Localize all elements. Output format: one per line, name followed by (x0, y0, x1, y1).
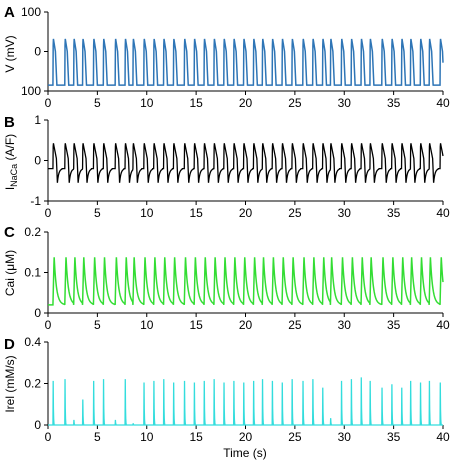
x-tick-label: 30 (338, 96, 352, 110)
panel-a: A V (mV) 100 0 100 0 5 10 15 20 25 30 35 40 (3, 4, 450, 110)
x-tick-label: 30 (338, 318, 352, 332)
inaca-trace (48, 143, 444, 183)
x-ticks-a: 0 5 10 15 20 25 30 35 40 (45, 91, 450, 110)
x-ticks-d: 0 5 10 15 20 25 30 35 40 (45, 425, 450, 444)
x-tick-label: 35 (387, 318, 401, 332)
x-ticks-c: 0 5 10 15 20 25 30 35 40 (45, 313, 450, 332)
x-tick-label: 10 (140, 318, 154, 332)
x-tick-label: 25 (288, 206, 302, 220)
x-tick-label: 40 (436, 96, 450, 110)
x-tick-label: 0 (45, 96, 52, 110)
panel-b: B INaCa (A/F) 10-1 0 5 10 15 20 25 30 35 40 (3, 113, 450, 220)
x-tick-label: 40 (436, 206, 450, 220)
y-tick-label: 0.1 (24, 266, 41, 280)
y-ticks-b: 1 0 -1 (30, 113, 48, 208)
x-tick-label: 5 (94, 430, 101, 444)
x-tick-label: 20 (239, 206, 253, 220)
panel-c: C Cai (μM) 0.2 0.1 0 0 5 10 15 20 25 30 35 40 (3, 224, 450, 332)
y-tick-label: 0 (34, 45, 41, 59)
x-tick-label: 20 (239, 430, 253, 444)
y-tick-label: 0.2 (24, 377, 41, 391)
x-tick-label: 0 (45, 206, 52, 220)
y-axis-label-b: INaCa (A/F) (3, 134, 19, 190)
x-tick-label: 35 (387, 96, 401, 110)
y-tick-label: 100 (21, 5, 41, 19)
y-axis-label-c: Cai (μM) (3, 250, 17, 296)
calcium-trace (48, 257, 444, 306)
x-tick-label: 10 (140, 206, 154, 220)
x-tick-label: 5 (94, 318, 101, 332)
y-tick-label: 0 (34, 306, 41, 320)
x-tick-label: 15 (189, 318, 203, 332)
panel-letter-c: C (4, 224, 15, 241)
x-tick-label: 15 (189, 96, 203, 110)
y-tick-label: 0 (34, 154, 41, 168)
y-tick-label: 100 (21, 84, 41, 98)
y-tick-label: 0.2 (24, 225, 41, 239)
y-ticks-d: 0.4 0.2 0 (24, 335, 48, 432)
x-tick-label: 20 (239, 96, 253, 110)
x-tick-label: 15 (189, 206, 203, 220)
y-ticks-c: 0.2 0.1 0 (24, 225, 48, 320)
irel-trace (48, 377, 443, 426)
x-tick-label: 35 (387, 206, 401, 220)
x-tick-label: 20 (239, 318, 253, 332)
panel-d: D Irel (mM/s) 0.4 0.2 0 0 5 10 15 20 25 30 35 40 T… (3, 335, 450, 460)
x-tick-label: 15 (189, 430, 203, 444)
panel-letter-d: D (4, 336, 15, 353)
y-axis-label-d: Irel (mM/s) (3, 355, 17, 412)
x-tick-label: 35 (387, 430, 401, 444)
x-tick-label: 25 (288, 318, 302, 332)
x-tick-label: 0 (45, 430, 52, 444)
x-tick-label: 40 (436, 430, 450, 444)
y-axis-label-a: V (mV) (3, 35, 17, 72)
x-tick-label: 40 (436, 318, 450, 332)
x-ticks-b: 0 5 10 15 20 25 30 35 40 (45, 201, 450, 220)
panel-letter-b: B (4, 114, 15, 131)
x-tick-label: 25 (288, 96, 302, 110)
x-tick-label: 5 (94, 96, 101, 110)
y-tick-label: -1 (30, 194, 41, 208)
y-tick-label: 0.4 (24, 335, 41, 349)
x-tick-label: 0 (45, 318, 52, 332)
y-ticks-a: 100 0 100 (21, 5, 48, 98)
x-axis-label: Time (s) (223, 446, 267, 460)
x-tick-label: 30 (338, 430, 352, 444)
x-tick-label: 10 (140, 96, 154, 110)
x-tick-label: 10 (140, 430, 154, 444)
x-tick-label: 25 (288, 430, 302, 444)
voltage-trace (48, 38, 444, 86)
y-tick-label: 0 (34, 418, 41, 432)
x-tick-label: 5 (94, 206, 101, 220)
x-tick-label: 30 (338, 206, 352, 220)
panel-letter-a: A (4, 4, 15, 21)
y-tick-label: 1 (34, 113, 41, 127)
